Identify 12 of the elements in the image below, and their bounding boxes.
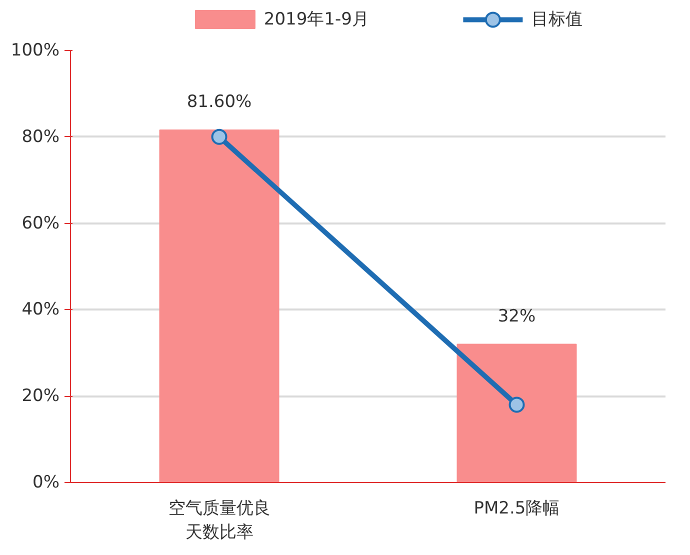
y-tick-label: 20% — [22, 386, 60, 406]
y-tick-label: 0% — [32, 472, 60, 492]
legend-label: 目标值 — [532, 10, 583, 30]
x-tick-label: PM2.5降幅 — [474, 498, 560, 518]
x-tick-label: 空气质量优良天数比率 — [168, 498, 270, 542]
y-tick-label: 100% — [10, 40, 60, 60]
legend-label: 2019年1-9月 — [264, 10, 369, 30]
y-tick-label: 60% — [22, 213, 60, 234]
y-tick-label: 80% — [22, 126, 60, 147]
y-tick-label: 40% — [22, 300, 60, 320]
data-label: 81.60% — [186, 92, 252, 112]
data-label: 32% — [498, 306, 536, 326]
